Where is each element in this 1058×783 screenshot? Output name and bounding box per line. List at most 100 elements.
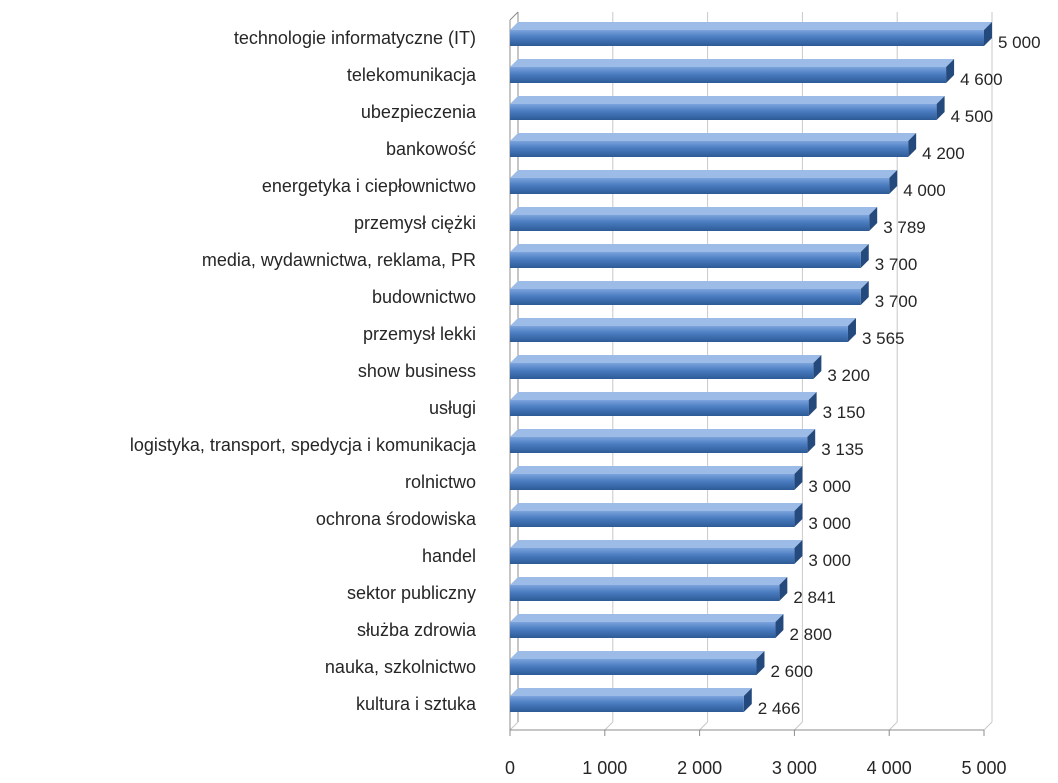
category-label: rolnictwo <box>405 472 476 492</box>
value-label: 3 200 <box>827 366 870 385</box>
bar-front-face <box>510 252 861 268</box>
bar-top-face <box>510 207 878 215</box>
bar-top-face <box>510 318 856 326</box>
bar-side-face <box>794 540 803 564</box>
bar-front-face <box>510 141 909 157</box>
bar-front-face <box>510 474 795 490</box>
bar-side-face <box>808 392 817 416</box>
bar <box>510 281 869 305</box>
value-label: 3 150 <box>823 403 866 422</box>
bar <box>510 96 945 120</box>
x-tick-label: 2 000 <box>677 758 722 778</box>
bar <box>510 466 803 490</box>
value-label: 2 466 <box>758 699 801 718</box>
bar-top-face <box>510 540 803 548</box>
value-label: 3 135 <box>821 440 864 459</box>
value-label: 3 000 <box>808 551 851 570</box>
bar <box>510 540 803 564</box>
bar-side-face <box>807 429 816 453</box>
x-tick-label: 4 000 <box>867 758 912 778</box>
value-label: 4 000 <box>903 181 946 200</box>
bar-top-face <box>510 355 822 363</box>
bar <box>510 577 788 601</box>
category-label: energetyka i ciepłownictwo <box>262 176 476 196</box>
category-label: bankowość <box>386 139 476 159</box>
gridline-floor <box>699 721 708 731</box>
bar-side-face <box>775 614 784 638</box>
bar <box>510 207 878 231</box>
axis-corner <box>509 11 519 21</box>
bar-top-face <box>510 429 816 437</box>
bar-front-face <box>510 511 795 527</box>
value-label: 2 800 <box>789 625 832 644</box>
bar-top-face <box>510 577 788 585</box>
bar-top-face <box>510 503 803 511</box>
value-label: 4 500 <box>951 107 994 126</box>
category-label: budownictwo <box>372 287 476 307</box>
bar-front-face <box>510 67 947 83</box>
bar <box>510 392 817 416</box>
bar-top-face <box>510 22 992 30</box>
value-labels: 5 000 4 600 4 500 4 200 4 000 3 789 3 700 3 700… <box>758 33 1041 718</box>
category-label: ubezpieczenia <box>361 102 477 122</box>
bar <box>510 133 917 157</box>
bar-side-face <box>860 281 869 305</box>
value-label: 2 600 <box>770 662 813 681</box>
category-label: sektor publiczny <box>347 583 476 603</box>
category-label: telekomunikacja <box>347 65 477 85</box>
value-label: 5 000 <box>998 33 1041 52</box>
bar-front-face <box>510 659 757 675</box>
bar-side-face <box>984 22 992 46</box>
bar-top-face <box>510 614 784 622</box>
gridline-floor <box>983 721 993 731</box>
bar-side-face <box>813 355 822 379</box>
bar-top-face <box>510 688 752 696</box>
bar-top-face <box>510 281 869 289</box>
bar <box>510 22 992 46</box>
x-tick-label: 5 000 <box>961 758 1006 778</box>
category-labels: technologie informatyczne (IT) telekomuni… <box>130 28 477 714</box>
value-label: 2 841 <box>793 588 836 607</box>
category-label: służba zdrowia <box>357 620 477 640</box>
bar-front-face <box>510 400 809 416</box>
bar <box>510 355 822 379</box>
x-tick-label: 3 000 <box>772 758 817 778</box>
value-label: 3 789 <box>883 218 926 237</box>
value-label: 3 700 <box>875 255 918 274</box>
bar-top-face <box>510 466 803 474</box>
value-label: 3 565 <box>862 329 905 348</box>
bar-side-face <box>847 318 856 342</box>
bar-top-face <box>510 651 765 659</box>
category-label: przemysł ciężki <box>354 213 476 233</box>
bar-side-face <box>908 133 917 157</box>
bar <box>510 429 816 453</box>
bar-top-face <box>510 96 945 104</box>
bar-top-face <box>510 392 817 400</box>
category-label: nauka, szkolnictwo <box>325 657 476 677</box>
bar <box>510 688 752 712</box>
bar-top-face <box>510 170 898 178</box>
category-label: przemysł lekki <box>363 324 476 344</box>
category-label: logistyka, transport, spedycja i komunik… <box>130 435 477 455</box>
gridline-floor <box>794 721 803 731</box>
bar <box>510 170 898 194</box>
category-label: technologie informatyczne (IT) <box>234 28 476 48</box>
bar-side-face <box>743 688 752 712</box>
bar <box>510 244 869 268</box>
bar-front-face <box>510 104 937 120</box>
bar-side-face <box>936 96 945 120</box>
bar-front-face <box>510 215 870 231</box>
value-label: 4 600 <box>960 70 1003 89</box>
bar-side-face <box>794 503 803 527</box>
bar <box>510 614 784 638</box>
bar-top-face <box>510 133 917 141</box>
bar-side-face <box>756 651 765 675</box>
gridline-floor <box>888 721 898 731</box>
bar-top-face <box>510 59 955 67</box>
bar-front-face <box>510 696 744 712</box>
category-label: media, wydawnictwa, reklama, PR <box>202 250 476 270</box>
bar-front-face <box>510 585 780 601</box>
bar-side-face <box>946 59 955 83</box>
bar-front-face <box>510 326 848 342</box>
value-label: 3 000 <box>808 514 851 533</box>
